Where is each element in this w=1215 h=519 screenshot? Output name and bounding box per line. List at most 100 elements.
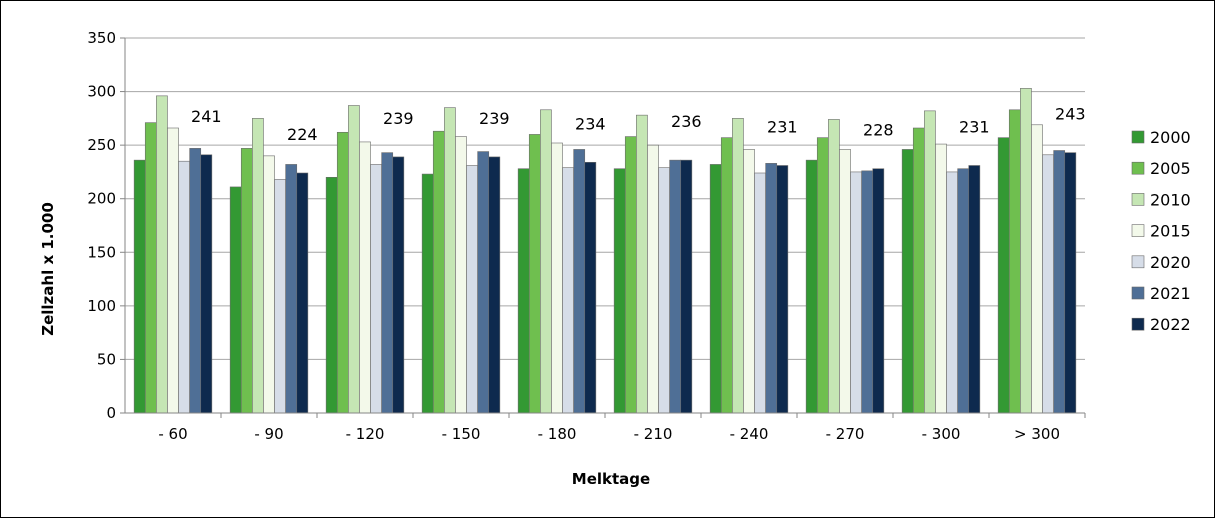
x-tick-label: - 150 <box>442 425 481 443</box>
x-tick-label: - 120 <box>346 425 385 443</box>
bar-2000-7 <box>805 159 818 414</box>
x-tick-label: - 300 <box>922 425 961 443</box>
bar-2000-0 <box>133 159 146 414</box>
bar-2022-5 <box>680 159 693 414</box>
bar-2020-9 <box>1042 154 1054 414</box>
bar-2015-0 <box>167 127 179 414</box>
bar-2010-5 <box>636 114 648 414</box>
y-tick-labels: 0 50 100 150 200 250 300 350 <box>87 29 116 422</box>
y-tick-label: 300 <box>87 83 116 101</box>
bar-2000-5 <box>613 168 626 414</box>
bar-2015-6 <box>743 149 755 414</box>
bar-2010-6 <box>732 118 744 414</box>
bar-2000-1 <box>229 186 242 414</box>
legend-label-2010: 2010 <box>1150 190 1191 209</box>
y-tick-label: 200 <box>87 190 116 208</box>
bar-2022-6 <box>776 165 789 414</box>
bar-2010-0 <box>156 95 168 414</box>
bar-2005-2 <box>336 131 349 414</box>
bar-2010-9 <box>1020 88 1032 414</box>
bar-2022-7 <box>872 168 885 414</box>
legend-swatch-2000 <box>1131 130 1145 144</box>
bar-2010-2 <box>348 105 360 414</box>
bar-2020-0 <box>178 160 190 414</box>
bar-2000-6 <box>709 164 722 414</box>
bar-2021-1 <box>285 164 298 414</box>
bar-2015-3 <box>455 136 467 414</box>
bars <box>133 88 1077 414</box>
legend-swatch-2020 <box>1131 255 1145 269</box>
bar-2020-1 <box>274 179 286 414</box>
bar-2021-4 <box>573 149 586 414</box>
data-label-5: 236 <box>671 112 702 131</box>
bar-2022-3 <box>488 156 501 414</box>
legend-label-2005: 2005 <box>1150 159 1191 178</box>
x-tick-label: - 60 <box>158 425 187 443</box>
y-tick-label: 350 <box>87 29 116 47</box>
y-axis-title: Zellzahl x 1.000 <box>39 202 57 336</box>
bar-2005-0 <box>144 122 157 414</box>
y-tick-label: 0 <box>106 404 116 422</box>
bar-2021-2 <box>381 152 394 414</box>
y-tick-label: 100 <box>87 297 116 315</box>
bar-2015-1 <box>263 155 275 414</box>
bar-2005-3 <box>432 130 445 414</box>
bar-2000-2 <box>325 176 338 414</box>
legend-label-2015: 2015 <box>1150 222 1191 241</box>
legend-swatch-2010 <box>1131 193 1145 206</box>
bar-2022-0 <box>200 154 213 414</box>
bar-2010-1 <box>252 118 264 414</box>
data-label-0: 241 <box>191 107 222 126</box>
legend-label-2022: 2022 <box>1150 315 1191 334</box>
bar-2005-6 <box>720 137 733 414</box>
bar-2015-8 <box>935 143 947 414</box>
bar-2020-8 <box>946 171 958 414</box>
bar-2022-1 <box>296 172 309 414</box>
bar-2021-7 <box>861 170 874 414</box>
bar-2021-5 <box>669 159 682 414</box>
x-tick-label: - 210 <box>634 425 673 443</box>
legend-label-2020: 2020 <box>1150 253 1191 272</box>
data-label-6: 231 <box>767 118 798 137</box>
data-labels: 241 224 239 239 234 236 231 228 231 243 <box>191 105 1086 144</box>
x-tick-label: - 90 <box>254 425 283 443</box>
bar-2022-2 <box>392 156 405 414</box>
bar-2022-8 <box>968 165 981 414</box>
bar-2005-5 <box>624 136 637 414</box>
data-label-2: 239 <box>383 109 414 128</box>
x-tick-label: > 300 <box>1014 425 1060 443</box>
bar-2000-4 <box>517 168 530 414</box>
bar-2020-5 <box>658 167 670 414</box>
legend: 2000 2005 2010 2015 2020 2021 2022 <box>1131 128 1191 334</box>
bar-2010-7 <box>828 119 840 414</box>
x-tick-label: - 180 <box>538 425 577 443</box>
legend-swatch-2022 <box>1131 317 1145 331</box>
bar-2005-8 <box>912 127 925 414</box>
bar-2010-8 <box>924 110 936 414</box>
x-axis-title: Melktage <box>572 470 650 488</box>
legend-swatch-2015 <box>1131 224 1145 237</box>
bar-2020-7 <box>850 171 862 414</box>
y-tick-label: 150 <box>87 243 116 261</box>
bar-2005-9 <box>1008 109 1021 414</box>
bar-2015-2 <box>359 141 371 414</box>
bar-2020-3 <box>466 165 478 414</box>
bar-2021-6 <box>765 163 778 414</box>
x-tick-label: - 270 <box>826 425 865 443</box>
bar-2010-4 <box>540 109 552 414</box>
data-label-1: 224 <box>287 125 318 144</box>
data-label-9: 243 <box>1055 105 1086 124</box>
legend-label-2021: 2021 <box>1150 284 1191 303</box>
bar-2020-4 <box>562 167 574 414</box>
bar-2020-2 <box>370 164 382 414</box>
bar-2015-4 <box>551 142 563 414</box>
bar-2015-7 <box>839 149 851 414</box>
bar-2021-9 <box>1053 150 1066 414</box>
bar-2021-8 <box>957 168 970 414</box>
bar-2015-9 <box>1031 124 1043 414</box>
bar-2010-3 <box>444 107 456 414</box>
bar-2021-3 <box>477 151 490 414</box>
legend-swatch-2005 <box>1131 161 1145 175</box>
